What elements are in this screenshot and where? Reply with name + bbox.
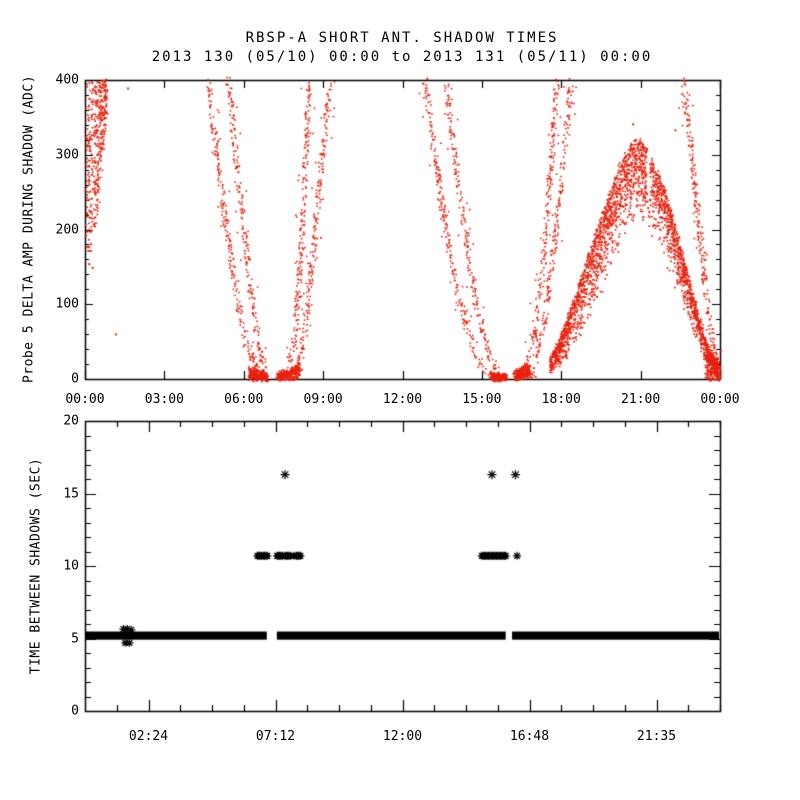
top-y-tick-label: 300 bbox=[55, 147, 79, 163]
bottom-x-tick-label: 12:00 bbox=[382, 729, 423, 744]
bottom-y-tick-label: 0 bbox=[71, 703, 79, 719]
bottom-y-tick-label: 5 bbox=[71, 631, 79, 646]
top-x-tick-label: 00:00 bbox=[700, 392, 740, 407]
top-y-tick-label: 200 bbox=[55, 222, 79, 237]
top-x-tick-label: 00:00 bbox=[65, 392, 105, 407]
top-x-tick-label: 03:00 bbox=[144, 392, 184, 407]
bottom-x-tick-label: 07:12 bbox=[255, 729, 296, 744]
top-y-tick-label: 400 bbox=[55, 72, 79, 88]
top-x-tick-label: 09:00 bbox=[303, 392, 343, 407]
bottom-x-tick-label: 02:24 bbox=[128, 729, 169, 744]
top-x-tick-label: 21:00 bbox=[621, 392, 661, 407]
top-x-tick-label: 18:00 bbox=[541, 392, 581, 407]
chart-subtitle: 2013 130 (05/10) 00:00 to 2013 131 (05/1… bbox=[151, 49, 653, 65]
bottom-x-tick-label: 16:48 bbox=[509, 729, 550, 744]
top-x-tick-label: 15:00 bbox=[462, 392, 502, 407]
bottom-y-tick-label: 20 bbox=[63, 413, 79, 429]
chart-title: RBSP-A SHORT ANT. SHADOW TIMES bbox=[245, 30, 559, 46]
top-y-tick-label: 100 bbox=[55, 296, 79, 312]
top-x-tick-label: 12:00 bbox=[382, 392, 423, 407]
bottom-y-tick-label: 10 bbox=[63, 558, 79, 574]
bottom-y-tick-label: 15 bbox=[63, 486, 79, 501]
top-y-tick-label: 0 bbox=[71, 371, 79, 387]
top-x-tick-label: 06:00 bbox=[224, 392, 264, 407]
bottom-x-tick-label: 21:35 bbox=[636, 729, 677, 744]
